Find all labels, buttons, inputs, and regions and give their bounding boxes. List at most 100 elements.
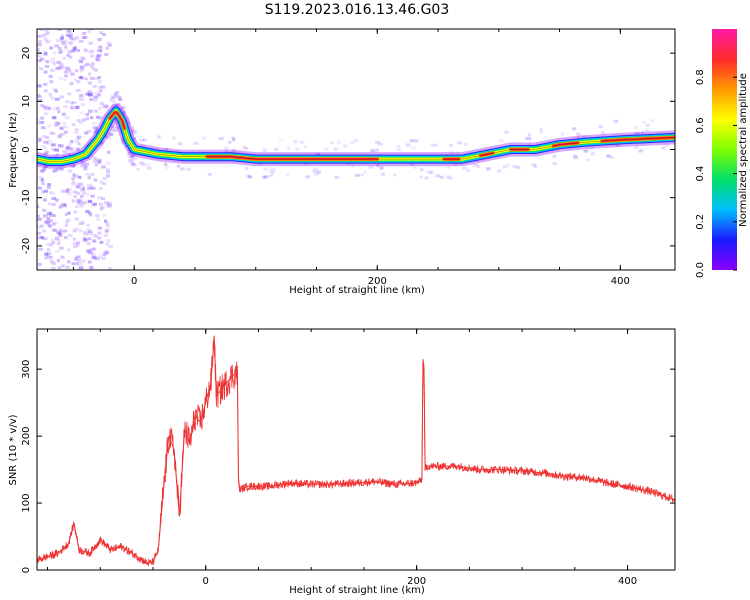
noise-speckle xyxy=(79,204,84,208)
noise-speckle xyxy=(93,178,98,182)
noise-speckle xyxy=(633,125,638,129)
noise-speckle xyxy=(57,265,61,269)
noise-speckle xyxy=(90,49,95,53)
noise-speckle xyxy=(58,166,62,170)
noise-speckle xyxy=(47,202,52,206)
noise-speckle xyxy=(63,203,67,207)
noise-speckle xyxy=(57,238,61,242)
noise-speckle xyxy=(103,134,108,138)
noise-speckle xyxy=(98,45,104,49)
noise-speckle xyxy=(111,128,116,132)
noise-speckle xyxy=(409,139,415,143)
noise-speckle xyxy=(69,148,74,152)
noise-speckle xyxy=(43,189,48,193)
noise-speckle xyxy=(272,167,276,171)
noise-speckle xyxy=(370,149,376,153)
noise-speckle xyxy=(51,261,56,265)
noise-speckle xyxy=(279,138,284,142)
noise-speckle xyxy=(59,167,64,171)
noise-speckle xyxy=(381,172,385,176)
noise-speckle xyxy=(130,128,134,132)
noise-speckle xyxy=(115,121,120,125)
noise-speckle xyxy=(609,155,614,159)
noise-speckle xyxy=(79,94,84,98)
noise-speckle xyxy=(61,66,67,70)
noise-speckle xyxy=(104,228,110,232)
noise-speckle xyxy=(71,262,76,266)
noise-speckle xyxy=(37,225,41,229)
noise-speckle xyxy=(449,176,453,180)
noise-speckle xyxy=(37,136,42,140)
noise-speckle xyxy=(37,118,40,122)
noise-speckle xyxy=(98,187,103,191)
noise-speckle xyxy=(60,40,66,44)
noise-speckle xyxy=(47,183,51,187)
noise-speckle xyxy=(49,131,54,135)
noise-speckle xyxy=(38,40,42,44)
y-tick-label: 200 xyxy=(21,427,32,446)
noise-speckle xyxy=(523,137,528,141)
noise-speckle xyxy=(363,170,367,174)
noise-speckle xyxy=(60,203,66,207)
noise-speckle xyxy=(77,199,83,203)
noise-speckle xyxy=(114,93,118,97)
noise-speckle xyxy=(130,129,135,133)
noise-speckle xyxy=(85,192,90,196)
noise-speckle xyxy=(639,149,644,153)
noise-speckle xyxy=(97,76,101,80)
noise-speckle xyxy=(334,175,338,179)
noise-speckle xyxy=(515,165,521,169)
noise-speckle xyxy=(85,117,89,121)
noise-speckle xyxy=(54,148,60,152)
noise-speckle xyxy=(180,167,185,171)
noise-speckle xyxy=(138,138,144,142)
noise-speckle xyxy=(37,205,40,209)
noise-speckle xyxy=(42,198,48,202)
noise-speckle xyxy=(56,60,62,64)
noise-speckle xyxy=(132,153,137,157)
noise-speckle xyxy=(112,100,116,104)
noise-speckle xyxy=(95,214,100,218)
noise-speckle xyxy=(94,109,98,113)
noise-speckle xyxy=(37,176,43,180)
noise-speckle xyxy=(207,172,212,176)
noise-speckle xyxy=(68,34,73,38)
noise-speckle xyxy=(573,156,579,160)
noise-speckle xyxy=(512,165,517,169)
noise-speckle xyxy=(572,127,577,131)
noise-speckle xyxy=(85,232,90,236)
noise-speckle xyxy=(75,89,81,93)
noise-speckle xyxy=(78,39,84,43)
noise-speckle xyxy=(44,237,48,241)
noise-speckle xyxy=(48,213,54,217)
noise-speckle xyxy=(58,228,63,232)
noise-speckle xyxy=(420,168,424,172)
noise-speckle xyxy=(601,131,605,135)
noise-speckle xyxy=(47,124,51,128)
noise-speckle xyxy=(124,114,128,118)
noise-speckle xyxy=(76,200,81,204)
noise-speckle xyxy=(91,252,96,256)
noise-speckle xyxy=(92,247,97,251)
noise-speckle xyxy=(89,98,94,102)
colorbar: 0.0 0.2 0.4 0.6 0.8 Normalized spectral ampl… xyxy=(695,29,749,278)
noise-speckle xyxy=(74,205,79,209)
noise-speckle xyxy=(47,40,52,44)
noise-speckle xyxy=(76,241,80,245)
noise-speckle xyxy=(73,245,78,249)
noise-speckle xyxy=(113,128,119,132)
noise-speckle xyxy=(83,236,87,240)
noise-speckle xyxy=(78,262,83,266)
noise-speckle xyxy=(299,140,305,144)
noise-speckle xyxy=(95,54,101,58)
noise-speckle xyxy=(77,258,82,262)
noise-speckle xyxy=(99,116,103,120)
noise-speckle xyxy=(107,239,111,243)
noise-speckle xyxy=(453,163,459,167)
noise-speckle xyxy=(41,135,46,139)
noise-speckle xyxy=(74,69,79,73)
noise-speckle xyxy=(411,146,417,150)
noise-speckle xyxy=(92,256,97,260)
noise-speckle xyxy=(502,165,507,169)
noise-speckle xyxy=(72,237,76,241)
